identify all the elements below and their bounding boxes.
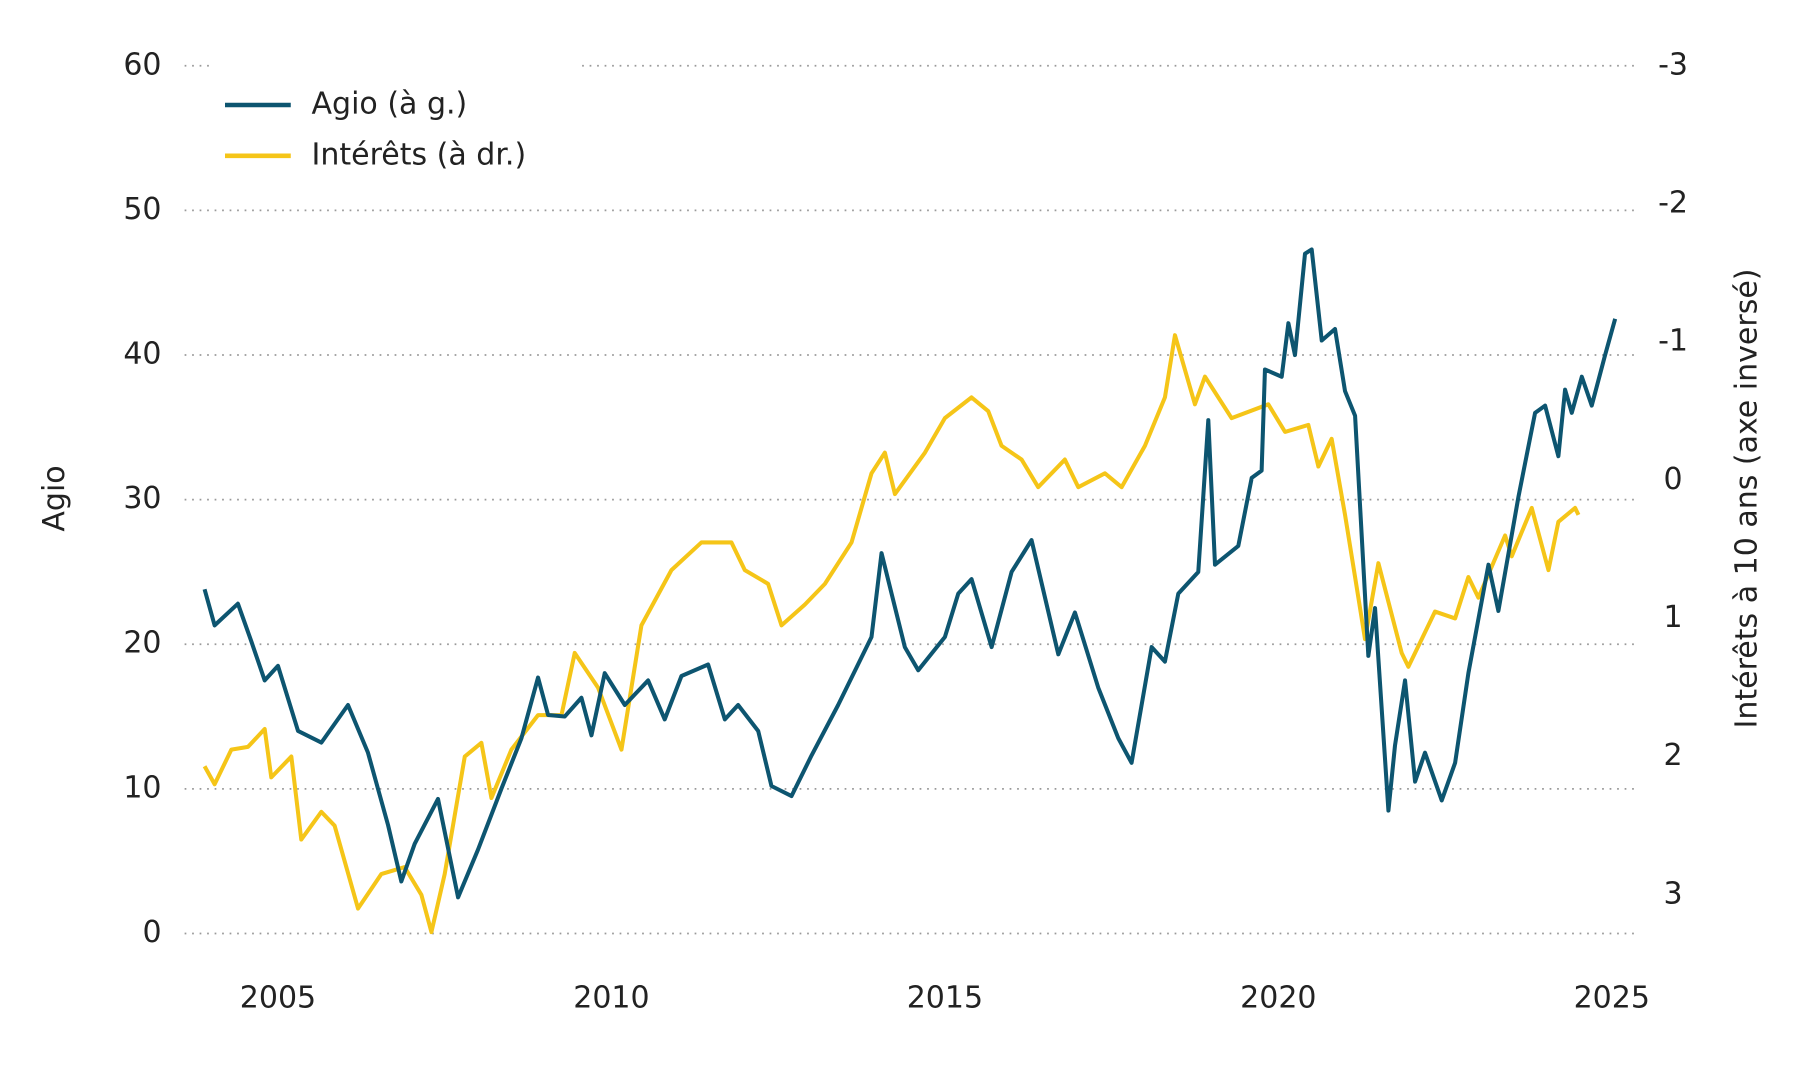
y-tick-label: 30 — [123, 481, 161, 516]
data-line — [202, 247, 1618, 900]
y2-tick-label: -1 — [1658, 324, 1688, 359]
y-axis-label: Agio — [37, 465, 72, 531]
x-tick-label: 2025 — [1574, 981, 1650, 1016]
y-tick-label: 0 — [142, 915, 161, 950]
y-tick-label: 10 — [123, 770, 161, 805]
legend-background — [213, 46, 577, 197]
x-tick-label: 2010 — [573, 981, 649, 1016]
y2-tick-label: 0 — [1664, 462, 1683, 497]
y-tick-label: 40 — [123, 337, 161, 372]
legend-label: Intérêts (à dr.) — [312, 137, 527, 172]
x-tick-label: 2015 — [907, 981, 983, 1016]
y2-tick-label: -2 — [1658, 185, 1688, 220]
y2-axis-label: Intérêts à 10 ans (axe inversé) — [1730, 268, 1765, 728]
y-tick-label: 60 — [123, 47, 161, 82]
y2-tick-label: 2 — [1664, 738, 1683, 773]
x-tick-label: 2020 — [1240, 981, 1316, 1016]
y2-tick-label: 1 — [1664, 600, 1683, 635]
legend-label: Agio (à g.) — [312, 87, 468, 122]
x-tick-label: 2005 — [240, 981, 316, 1016]
y-tick-label: 50 — [123, 192, 161, 227]
y2-tick-label: -3 — [1658, 47, 1688, 82]
y-tick-label: 20 — [123, 626, 161, 661]
y2-tick-label: 3 — [1664, 876, 1683, 911]
data-line — [202, 333, 1581, 935]
